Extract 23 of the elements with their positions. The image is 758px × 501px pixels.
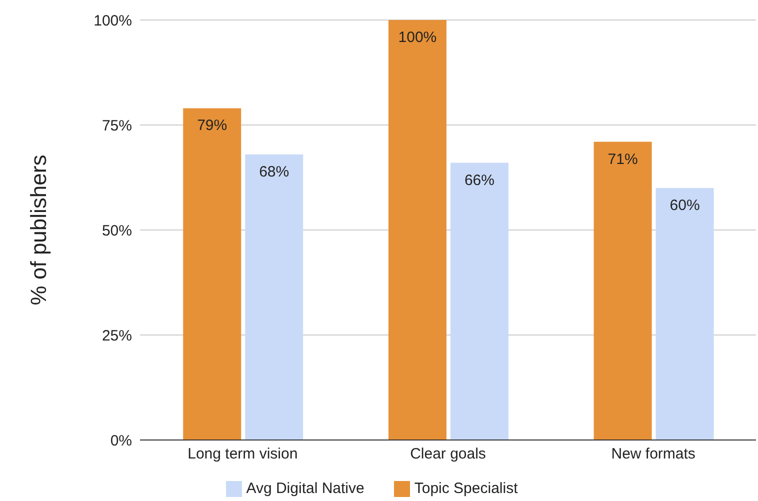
bar bbox=[183, 108, 242, 440]
x-tick-label: New formats bbox=[611, 446, 696, 463]
data-label: 60% bbox=[670, 196, 700, 214]
bar bbox=[656, 188, 714, 440]
bar bbox=[388, 20, 446, 440]
y-tick-label: 75% bbox=[102, 117, 132, 134]
y-axis-title: % of publishers bbox=[26, 154, 51, 306]
x-tick-label: Long term vision bbox=[188, 446, 298, 463]
data-label: 79% bbox=[197, 117, 228, 134]
bar bbox=[594, 142, 652, 440]
y-tick-label: 50% bbox=[102, 222, 132, 240]
y-tick-label: 0% bbox=[110, 432, 132, 450]
data-label: 100% bbox=[398, 29, 437, 46]
bar bbox=[450, 162, 508, 440]
legend-label: Topic Specialist bbox=[414, 480, 518, 497]
data-label: 66% bbox=[464, 172, 494, 189]
bar bbox=[245, 154, 304, 440]
y-tick-label: 100% bbox=[94, 12, 132, 30]
legend-label: Avg Digital Native bbox=[246, 480, 364, 497]
x-tick-label: Clear goals bbox=[410, 446, 486, 463]
y-tick-label: 25% bbox=[102, 327, 132, 344]
data-label: 71% bbox=[608, 150, 638, 168]
data-label: 68% bbox=[259, 163, 290, 180]
